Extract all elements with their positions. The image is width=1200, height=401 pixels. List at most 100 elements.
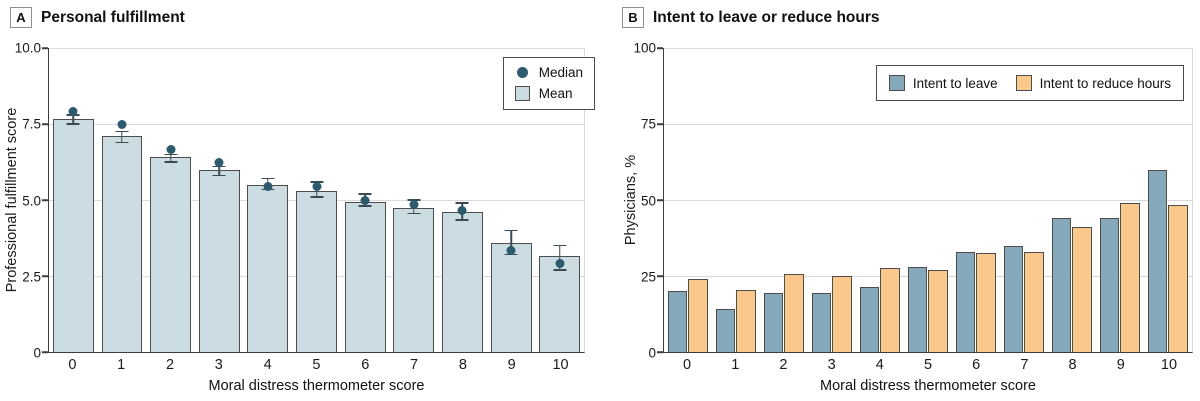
intent-to-leave-bar-9 [1099, 218, 1120, 352]
bar-pair-4 [859, 48, 901, 352]
gridline [664, 200, 1192, 201]
median-dot-3 [214, 157, 224, 167]
x-tick-label-9: 9 [507, 357, 516, 373]
error-bar-cap [407, 199, 421, 201]
legend-swatch-column [515, 67, 531, 78]
intent-to-leave-bar-7 [1003, 245, 1024, 352]
gridline [664, 48, 1192, 49]
y-tick-mark [41, 351, 48, 353]
category-slot-1 [712, 48, 760, 352]
error-bar-cap [66, 123, 80, 125]
y-tick-label: 7.5 [22, 116, 41, 132]
error-bar-cap [212, 165, 226, 168]
intent-to-leave-bar-10 [1147, 169, 1168, 352]
category-slot-6 [952, 48, 1000, 352]
error-bar-10 [558, 245, 561, 270]
gridline [664, 276, 1192, 277]
legend-label-mean: Mean [538, 86, 573, 101]
intent-to-leave-bar-3 [811, 292, 832, 352]
category-slot-4 [244, 48, 293, 352]
median-dot-5 [312, 181, 322, 191]
median-dot-2 [166, 145, 176, 155]
error-bar-cap [553, 244, 567, 247]
y-tick-mark [656, 275, 663, 277]
mean-bar-1 [101, 136, 143, 352]
error-bar-cap [310, 181, 324, 183]
x-axis-title: Moral distress thermometer score [820, 378, 1036, 394]
error-bar-cap [407, 212, 421, 215]
category-slot-4 [856, 48, 904, 352]
x-tick-label-4: 4 [263, 357, 272, 373]
legend-row-intent-to-leave: Intent to leave [888, 75, 998, 91]
intent-to-leave-bar-1 [715, 309, 736, 352]
x-tick-label-1: 1 [117, 357, 126, 373]
x-tick-label-5: 5 [312, 357, 321, 373]
x-tick-label-6: 6 [972, 357, 981, 373]
intent-to-reduce-hours-bar-2 [784, 274, 805, 352]
x-tick-label-3: 3 [214, 357, 223, 373]
median-dot-6 [360, 195, 370, 205]
y-tick-label: 10.0 [14, 40, 41, 56]
bar-pair-1 [715, 48, 757, 352]
gridline [49, 48, 584, 49]
y-tick-label: 50 [640, 193, 656, 208]
y-tick-label: 0 [33, 345, 41, 361]
y-tick-mark [656, 123, 663, 125]
category-slot-10 [535, 48, 584, 352]
median-dot-1 [117, 119, 127, 129]
category-slot-2 [760, 48, 808, 352]
legend-label-intent-to-reduce-hours: Intent to reduce hours [1039, 75, 1171, 91]
x-axis-tick-labels: 0 1 2 3 4 5 6 7 8 9 10 [663, 357, 1193, 373]
category-slot-8 [438, 48, 487, 352]
error-bar-9 [510, 230, 512, 255]
median-dot-4 [263, 181, 273, 191]
category-slot-5 [904, 48, 952, 352]
intent-to-reduce-hours-bar-5 [928, 269, 949, 352]
x-tick-label-8: 8 [1068, 357, 1077, 373]
intent-to-reduce-hours-bar-8 [1072, 227, 1093, 352]
x-tick-label-2: 2 [165, 357, 175, 373]
bar-pair-9 [1099, 48, 1141, 352]
error-bar-3 [218, 166, 220, 176]
category-slot-3 [195, 48, 244, 352]
mean-bar-0 [52, 119, 94, 352]
category-slot-2 [146, 48, 195, 352]
gridline [664, 124, 1192, 125]
error-bar-cap [164, 161, 178, 163]
bar-pair-10 [1147, 48, 1189, 352]
panel-title: Personal fulfillment [41, 8, 185, 26]
intent-to-leave-swatch [888, 75, 905, 91]
y-tick-label: 25 [640, 269, 656, 285]
median-dot-10 [555, 259, 565, 269]
y-tick-mark [656, 199, 663, 201]
x-tick-label-10: 10 [1160, 357, 1178, 373]
bar-pair-8 [1051, 48, 1093, 352]
x-tick-label-9: 9 [1116, 357, 1125, 373]
mean-bar-2 [150, 157, 192, 352]
error-bar-2 [169, 154, 172, 162]
error-bar-cap [358, 193, 372, 195]
intent-to-reduce-hours-bar-0 [688, 279, 709, 352]
panel-letter-badge: A [10, 7, 32, 28]
error-bar-cap [261, 177, 275, 180]
bar-pair-5 [907, 48, 949, 352]
x-tick-label-8: 8 [458, 357, 467, 373]
median-dot-7 [409, 200, 419, 210]
category-slot-8 [1048, 48, 1096, 352]
y-axis-tick-labels: 0 2.5 5.0 7.5 10.0 [0, 41, 41, 361]
x-tick-label-2: 2 [779, 357, 788, 373]
legend-row-intent-to-reduce-hours: Intent to reduce hours [1015, 75, 1171, 91]
y-tick-mark [656, 47, 663, 49]
error-bar-cap [212, 174, 226, 177]
legend-label-intent-to-leave: Intent to leave [912, 75, 998, 91]
category-slot-6 [341, 48, 390, 352]
legend-intent-series: Intent to leave Intent to reduce hours [875, 65, 1184, 101]
category-slot-9 [487, 48, 536, 352]
y-tick-label: 2.5 [22, 269, 41, 285]
error-bar-1 [121, 131, 123, 143]
mean-bar-9 [490, 242, 532, 352]
intent-to-leave-bar-0 [667, 291, 688, 352]
bar-pair-0 [667, 48, 709, 352]
intent-to-leave-bar-6 [955, 251, 976, 352]
category-slot-10 [1144, 48, 1192, 352]
